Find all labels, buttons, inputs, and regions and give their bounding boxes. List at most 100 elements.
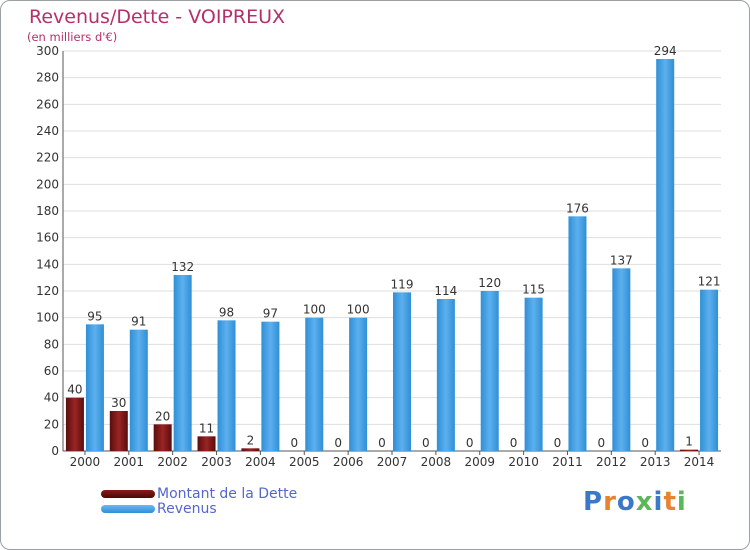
- data-label-dette: 0: [510, 436, 518, 450]
- bar-dette: [65, 397, 84, 451]
- bar-revenus: [436, 299, 455, 451]
- x-tick-label: 2010: [508, 455, 539, 469]
- bar-revenus: [393, 292, 411, 451]
- bar-revenus: [700, 289, 719, 451]
- bar-revenus: [85, 324, 104, 451]
- data-label-revenus: 120: [478, 276, 501, 290]
- y-tick-label: 280: [36, 71, 59, 85]
- x-tick-label: 2006: [333, 455, 364, 469]
- data-label-revenus: 100: [347, 303, 370, 317]
- data-label-dette: 30: [111, 396, 126, 410]
- data-label-dette: 0: [334, 436, 342, 450]
- legend-swatch-dette: [101, 490, 155, 498]
- legend-label-revenus: Revenus: [157, 501, 217, 517]
- data-label-revenus: 176: [566, 201, 589, 215]
- bar-dette: [197, 436, 216, 451]
- logo-letter: t: [663, 487, 677, 517]
- logo-letter: i: [676, 487, 687, 517]
- data-label-dette: 2: [247, 433, 255, 447]
- bar-dette: [680, 449, 699, 451]
- bar-dette: [241, 448, 260, 451]
- y-tick-label: 80: [44, 337, 59, 351]
- data-label-revenus: 100: [303, 303, 326, 317]
- data-label-dette: 11: [199, 421, 214, 435]
- grid: [63, 50, 721, 452]
- bar-revenus: [524, 297, 543, 451]
- y-tick-label: 60: [44, 364, 59, 378]
- logo-letter: i: [653, 487, 664, 517]
- data-label-revenus: 115: [522, 283, 545, 297]
- data-label-revenus: 95: [87, 309, 102, 323]
- data-label-dette: 0: [554, 436, 562, 450]
- data-label-dette: 1: [685, 435, 693, 449]
- bar-revenus: [568, 216, 587, 451]
- x-tick-label: 2002: [157, 455, 188, 469]
- data-label-revenus: 121: [698, 275, 721, 289]
- bars: [65, 59, 719, 451]
- bar-dette: [109, 411, 128, 451]
- logo-letter: x: [635, 487, 654, 517]
- x-tick-label: 2005: [289, 455, 320, 469]
- x-tick-label: 2014: [684, 455, 715, 469]
- data-label-dette: 40: [67, 383, 82, 397]
- bar-revenus: [612, 268, 631, 451]
- y-tick-label: 20: [44, 417, 59, 431]
- data-label-revenus: 137: [610, 253, 633, 267]
- y-tick-label: 0: [51, 444, 59, 458]
- y-tick-label: 140: [36, 257, 59, 271]
- y-tick-label: 240: [36, 124, 59, 138]
- data-label-revenus: 119: [391, 277, 414, 291]
- data-label-dette: 0: [641, 436, 649, 450]
- x-tick-label: 2001: [114, 455, 145, 469]
- y-tick-label: 160: [36, 231, 59, 245]
- chart-title: Revenus/Dette - VOIPREUX: [29, 6, 286, 28]
- bar-revenus: [129, 329, 148, 451]
- y-tick-label: 260: [36, 97, 59, 111]
- y-tick-label: 180: [36, 204, 59, 218]
- x-tick-label: 2007: [377, 455, 408, 469]
- data-label-dette: 0: [598, 436, 606, 450]
- data-label-dette: 0: [290, 436, 298, 450]
- bar-revenus: [349, 317, 368, 451]
- legend-label-dette: Montant de la Dette: [157, 486, 298, 502]
- y-tick-label: 220: [36, 151, 59, 165]
- logo-letter: r: [603, 487, 617, 517]
- data-label-dette: 0: [378, 436, 386, 450]
- data-label-revenus: 132: [171, 260, 194, 274]
- axes: 0204060801001201401601802002202402602803…: [36, 44, 721, 469]
- y-tick-label: 120: [36, 284, 59, 298]
- x-tick-label: 2003: [201, 455, 232, 469]
- data-label-revenus: 91: [131, 315, 146, 329]
- data-label-revenus: 97: [263, 307, 278, 321]
- data-label-dette: 20: [155, 409, 170, 423]
- logo-letter: P: [583, 487, 604, 517]
- x-tick-label: 2008: [421, 455, 452, 469]
- bar-revenus: [305, 317, 324, 451]
- y-tick-label: 200: [36, 177, 59, 191]
- logo-letter: o: [616, 487, 636, 517]
- data-label-dette: 0: [466, 436, 474, 450]
- bar-dette: [153, 424, 172, 451]
- data-labels: 4095309120132119829701000100011901140120…: [67, 44, 720, 450]
- y-tick-label: 300: [36, 44, 59, 58]
- data-label-revenus: 114: [434, 284, 457, 298]
- bar-revenus: [173, 275, 192, 451]
- data-label-dette: 0: [422, 436, 430, 450]
- y-tick-label: 100: [36, 311, 59, 325]
- data-label-revenus: 98: [219, 305, 234, 319]
- bar-revenus: [261, 321, 280, 451]
- bar-revenus: [217, 320, 236, 451]
- chart-subtitle: (en milliers d'€): [27, 30, 118, 44]
- x-tick-label: 2012: [596, 455, 627, 469]
- proxiti-logo: Proxiti: [583, 487, 687, 517]
- x-tick-label: 2004: [245, 455, 276, 469]
- bar-revenus: [656, 59, 675, 451]
- bar-revenus: [480, 291, 499, 451]
- x-tick-label: 2011: [552, 455, 583, 469]
- x-tick-label: 2013: [640, 455, 671, 469]
- data-label-revenus: 294: [654, 44, 677, 58]
- x-tick-label: 2009: [464, 455, 495, 469]
- y-tick-label: 40: [44, 391, 59, 405]
